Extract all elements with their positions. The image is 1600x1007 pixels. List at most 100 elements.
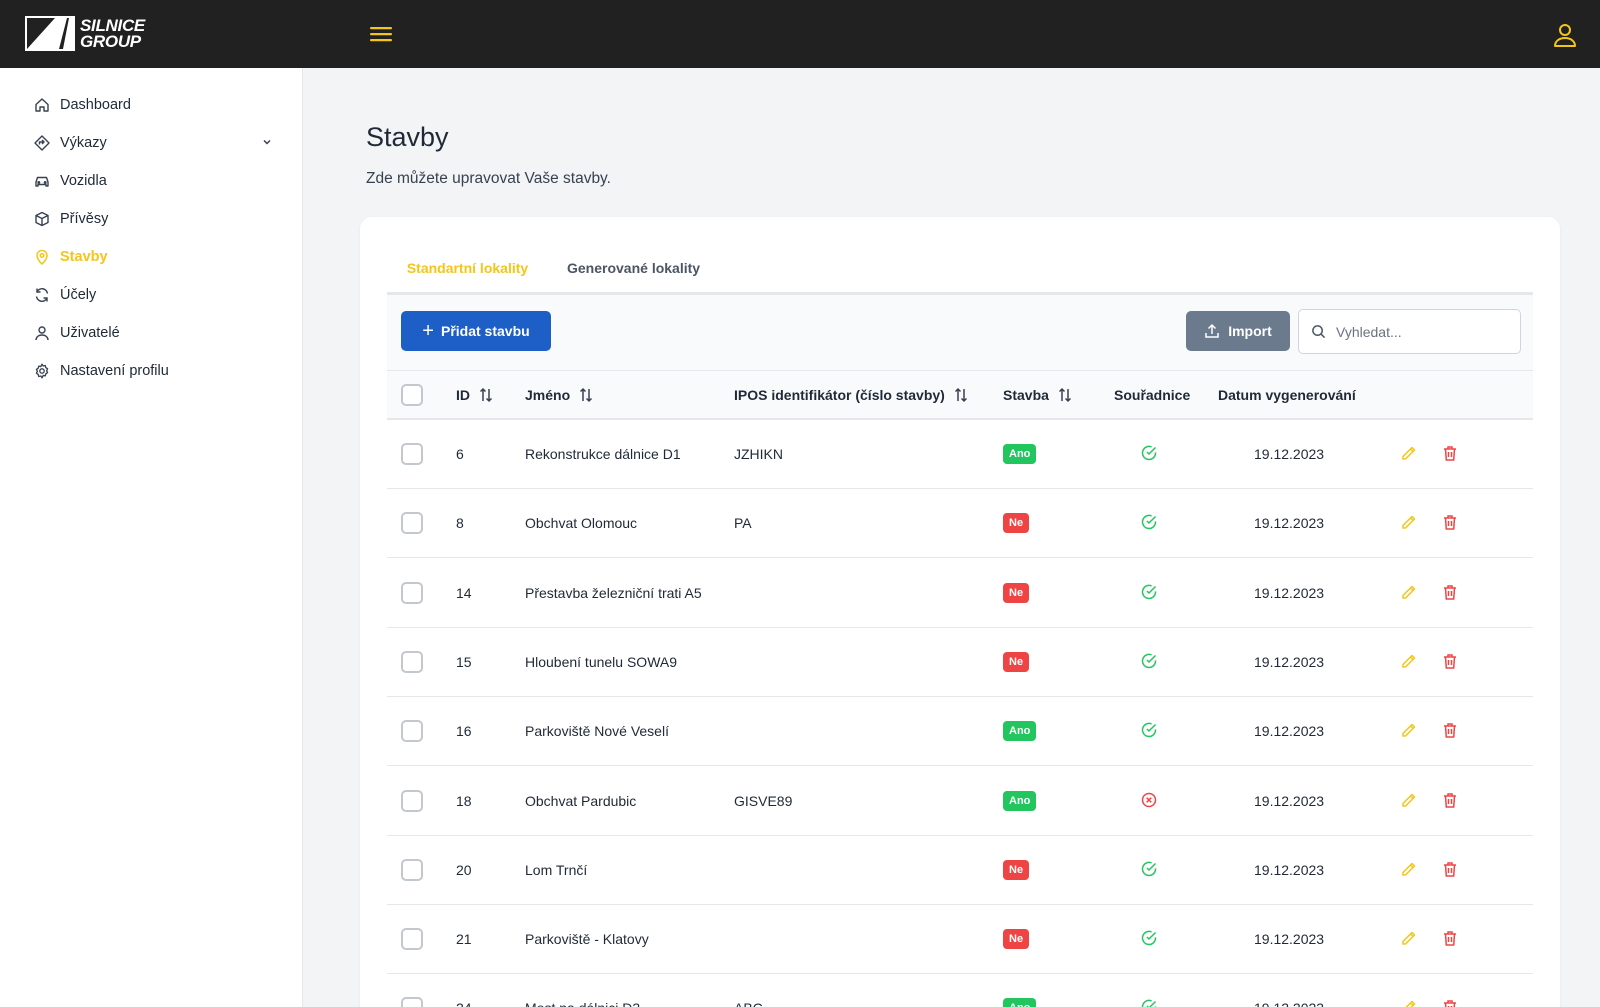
table-row: 14 Přestavba železniční trati A5 Ne 19.12.2… — [387, 559, 1533, 628]
edit-pencil-icon[interactable] — [1400, 445, 1417, 462]
sidebar-item-uzivatele[interactable]: Uživatelé — [34, 321, 274, 345]
chevron-down-icon[interactable] — [260, 135, 274, 149]
edit-pencil-icon[interactable] — [1400, 999, 1417, 1007]
sidebar-item-privesy[interactable]: Přívěsy — [34, 207, 274, 231]
sidebar-item-vykazy[interactable]: Výkazy — [34, 131, 274, 155]
stavba-badge: Ne — [1003, 582, 1030, 603]
check-circle-icon — [1141, 999, 1157, 1007]
select-all-checkbox[interactable] — [401, 384, 423, 406]
column-header-name[interactable]: Jméno — [525, 387, 594, 403]
search-input[interactable] — [1336, 323, 1506, 340]
row-checkbox[interactable] — [401, 720, 423, 743]
delete-trash-icon[interactable] — [1442, 861, 1458, 878]
row-name: Obchvat Olomouc — [525, 515, 638, 532]
delete-trash-icon[interactable] — [1442, 584, 1458, 601]
row-date: 19.12.2023 — [1254, 446, 1325, 462]
brand-logo[interactable]: SILNICE GROUP — [25, 16, 145, 51]
row-checkbox[interactable] — [401, 581, 423, 604]
import-button[interactable]: Import — [1186, 311, 1290, 351]
user-icon — [34, 325, 50, 341]
row-checkbox[interactable] — [401, 650, 423, 673]
row-id: 16 — [456, 723, 472, 740]
row-id: 8 — [456, 515, 464, 532]
row-checkbox[interactable] — [401, 858, 423, 881]
x-circle-icon — [1141, 792, 1157, 808]
table-row: 21 Parkoviště - Klatovy Ne 19.12.2023 — [387, 905, 1533, 975]
sidebar-item-label: Účely — [60, 287, 97, 303]
check-circle-icon — [1141, 584, 1157, 600]
row-id: 18 — [456, 792, 472, 809]
edit-pencil-icon[interactable] — [1400, 792, 1417, 809]
row-name: Přestavba železniční trati A5 — [525, 584, 702, 601]
row-checkbox[interactable] — [401, 928, 423, 951]
edit-pencil-icon[interactable] — [1400, 722, 1417, 739]
row-id: 6 — [456, 446, 464, 462]
delete-trash-icon[interactable] — [1442, 792, 1458, 809]
row-name: Hloubení tunelu SOWA9 — [525, 653, 678, 670]
row-name: Lom Trnčí — [525, 861, 588, 878]
sort-icon[interactable] — [1057, 387, 1073, 403]
delete-trash-icon[interactable] — [1442, 930, 1458, 947]
sidebar-item-stavby[interactable]: Stavby — [34, 245, 274, 269]
stavba-badge: Ano — [1003, 790, 1037, 811]
column-header-ipos[interactable]: IPOS identifikátor (číslo stavby) — [734, 387, 969, 403]
row-name: Parkoviště - Klatovy — [525, 931, 649, 948]
stavba-badge: Ano — [1003, 721, 1037, 742]
row-ipos: GISVE89 — [734, 792, 793, 809]
column-header-stavba[interactable]: Stavba — [1003, 387, 1073, 403]
refresh-icon — [34, 287, 50, 303]
home-icon — [34, 97, 50, 113]
row-checkbox[interactable] — [401, 789, 423, 812]
sidebar: Dashboard Výkazy Vozidla Přívěsy Stavby … — [0, 68, 303, 1007]
top-bar: SILNICE GROUP — [0, 0, 1600, 68]
sidebar-item-ucely[interactable]: Účely — [34, 283, 274, 307]
sort-icon[interactable] — [953, 387, 969, 403]
edit-pencil-icon[interactable] — [1400, 930, 1417, 947]
delete-trash-icon[interactable] — [1442, 722, 1458, 739]
gear-icon — [34, 363, 50, 379]
sort-icon[interactable] — [478, 387, 494, 403]
car-icon — [34, 173, 50, 189]
hamburger-menu-icon[interactable] — [369, 24, 393, 44]
row-id: 24 — [456, 1000, 472, 1007]
add-stavba-button[interactable]: + Přidat stavbu — [401, 311, 551, 351]
sidebar-item-label: Přívěsy — [60, 211, 109, 227]
row-ipos: PA — [734, 515, 752, 532]
user-account-icon[interactable] — [1552, 22, 1578, 48]
row-checkbox[interactable] — [401, 512, 423, 535]
edit-pencil-icon[interactable] — [1400, 584, 1417, 601]
stavba-badge: Ne — [1003, 929, 1030, 950]
edit-pencil-icon[interactable] — [1400, 653, 1417, 670]
stavba-badge: Ano — [1003, 444, 1037, 464]
tab-standartni-lokality[interactable]: Standartní lokality — [387, 260, 548, 301]
stavba-badge: Ano — [1003, 998, 1037, 1007]
plus-icon: + — [422, 320, 434, 342]
row-id: 20 — [456, 861, 472, 878]
row-date: 19.12.2023 — [1254, 931, 1325, 948]
brand-line1: SILNICE — [80, 15, 145, 35]
row-date: 19.12.2023 — [1254, 653, 1325, 670]
tab-generovane-lokality[interactable]: Generované lokality — [567, 260, 701, 276]
delete-trash-icon[interactable] — [1442, 514, 1458, 531]
upload-icon — [1205, 323, 1219, 338]
content-card: Standartní lokality Generované lokality … — [360, 217, 1560, 1007]
row-checkbox[interactable] — [401, 997, 423, 1007]
column-header-id[interactable]: ID — [456, 387, 494, 403]
sidebar-item-dashboard[interactable]: Dashboard — [34, 93, 274, 117]
row-date: 19.12.2023 — [1254, 584, 1325, 601]
sort-icon[interactable] — [578, 387, 594, 403]
sidebar-item-nastaveni-profilu[interactable]: Nastavení profilu — [34, 359, 274, 383]
delete-trash-icon[interactable] — [1442, 445, 1458, 462]
edit-pencil-icon[interactable] — [1400, 514, 1417, 531]
delete-trash-icon[interactable] — [1442, 999, 1458, 1007]
table-row: 16 Parkoviště Nové Veselí Ano 19.12.2023 — [387, 697, 1533, 767]
edit-pencil-icon[interactable] — [1400, 861, 1417, 878]
column-header-souradnice: Souřadnice — [1114, 387, 1191, 403]
sidebar-item-label: Stavby — [60, 249, 108, 265]
column-header-datum: Datum vygenerování — [1218, 387, 1356, 403]
row-checkbox[interactable] — [401, 443, 423, 465]
sidebar-item-vozidla[interactable]: Vozidla — [34, 169, 274, 193]
diamond-arrow-icon — [34, 135, 50, 151]
delete-trash-icon[interactable] — [1442, 653, 1458, 670]
search-icon — [1312, 325, 1326, 339]
